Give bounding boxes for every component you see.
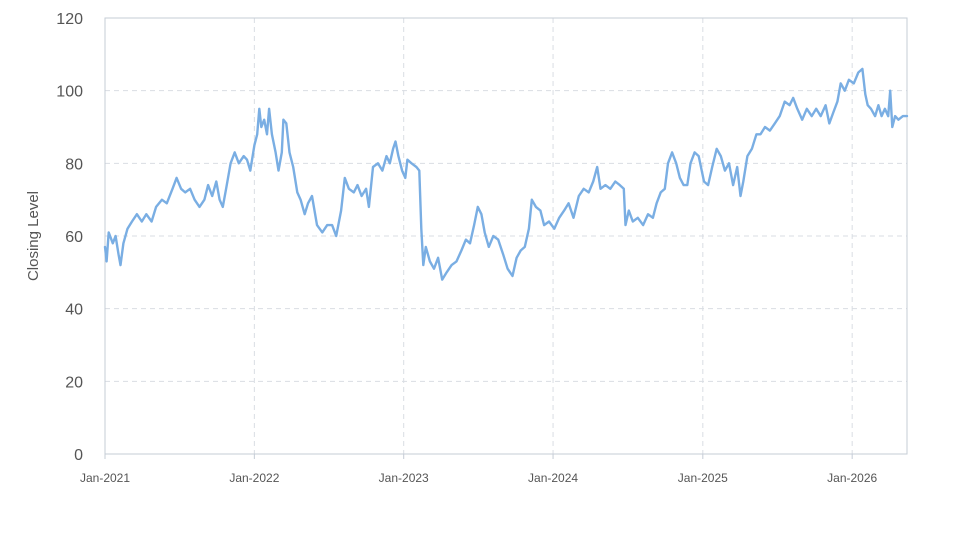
y-tick-label: 20 xyxy=(65,374,83,391)
y-tick-label: 0 xyxy=(74,447,83,464)
plot-frame xyxy=(104,17,908,455)
y-tick-label: 80 xyxy=(65,156,83,173)
x-tick-label: Jan-2024 xyxy=(528,471,578,485)
x-axis: Jan-2021 Jan-2022 Jan-2023 Jan-2024 Jan-2025… xyxy=(80,454,878,485)
x-tick-label: Jan-2025 xyxy=(678,471,728,485)
y-tick-label: 100 xyxy=(56,84,83,101)
y-tick-label: 60 xyxy=(65,229,83,246)
x-tick-label: Jan-2026 xyxy=(827,471,877,485)
x-tick-label: Jan-2022 xyxy=(229,471,279,485)
y-axis: 0 20 40 60 80 100 120 xyxy=(56,11,83,464)
x-tick-label: Jan-2021 xyxy=(80,471,130,485)
y-axis-title: Closing Level xyxy=(25,191,42,281)
grid xyxy=(105,18,907,454)
series-line xyxy=(103,67,909,281)
x-tick-label: Jan-2023 xyxy=(379,471,429,485)
y-tick-label: 40 xyxy=(65,302,83,319)
y-tick-label: 120 xyxy=(56,11,83,28)
